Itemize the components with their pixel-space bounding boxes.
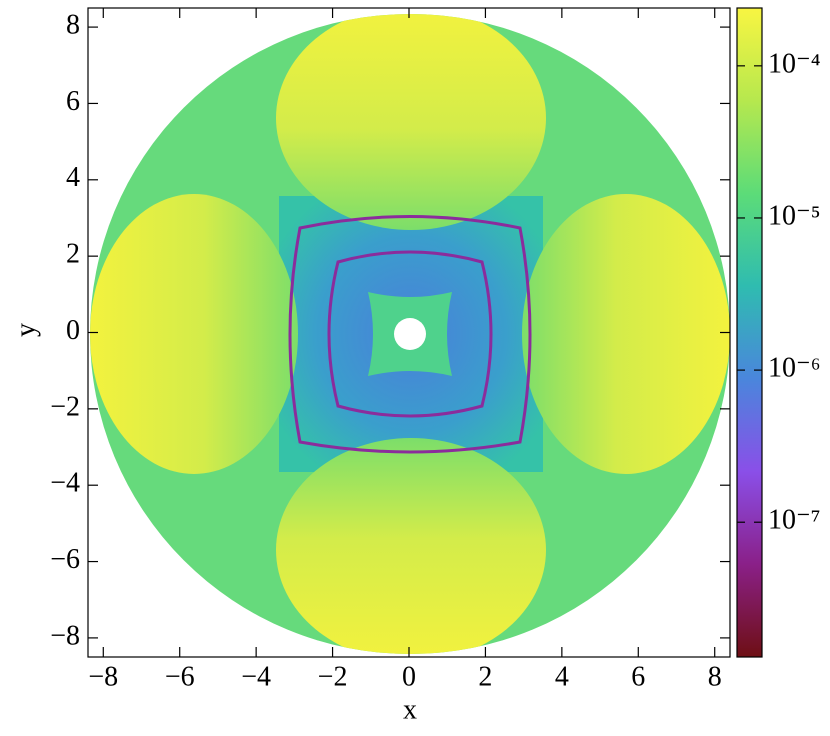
colorbar-tick-label: 10⁻⁵ (768, 200, 821, 231)
y-tick-label: 8 (66, 10, 80, 41)
colorbar-tick-label: 10⁻⁴ (768, 48, 821, 79)
x-tick-label: 8 (708, 661, 722, 692)
x-tick-label: 0 (402, 661, 416, 692)
field-lobe (90, 194, 298, 474)
x-tick-label: −6 (165, 661, 195, 692)
field-lobe (276, 14, 546, 230)
colorbar-tick-label: 10⁻⁶ (768, 353, 821, 384)
field-hole (394, 318, 426, 350)
x-tick-label: −2 (318, 661, 348, 692)
x-tick-label: −4 (241, 661, 271, 692)
x-axis-label: x (403, 694, 417, 725)
x-tick-label: 4 (555, 661, 569, 692)
y-tick-label: 6 (66, 86, 80, 117)
y-tick-label: −8 (50, 620, 80, 651)
colorbar-tick-label: 10⁻⁷ (768, 505, 821, 536)
field-lobe (522, 194, 730, 474)
field-ridge (288, 215, 532, 454)
x-tick-label: 6 (631, 661, 645, 692)
y-tick-label: 0 (66, 315, 80, 346)
field-ridge (327, 250, 493, 418)
y-tick-label: −2 (50, 391, 80, 422)
y-tick-label: 2 (66, 239, 80, 270)
y-axis-label: y (10, 323, 41, 337)
y-tick-label: −4 (50, 468, 80, 499)
y-tick-label: 4 (66, 162, 80, 193)
x-tick-label: 2 (478, 661, 492, 692)
heatmap-field (90, 14, 730, 654)
colorbar (736, 7, 763, 658)
y-tick-label: −6 (50, 544, 80, 575)
x-tick-label: −8 (88, 661, 118, 692)
field-lobe (276, 438, 546, 654)
